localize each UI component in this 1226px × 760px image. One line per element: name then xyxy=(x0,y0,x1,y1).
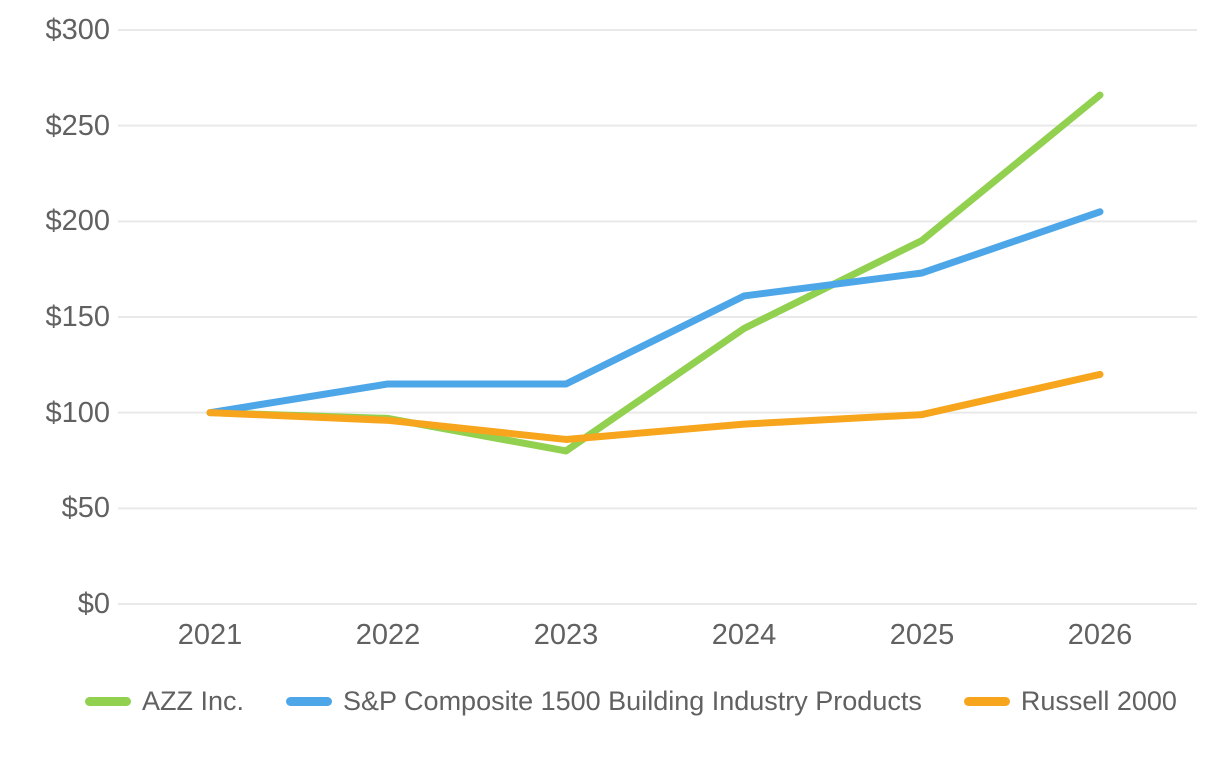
legend-item-russell-2000: Russell 2000 xyxy=(963,686,1177,717)
x-tick-label: 2024 xyxy=(711,619,777,651)
gridlines xyxy=(118,29,1197,605)
y-tick-label: $200 xyxy=(45,205,110,238)
series-line-s-p-composite-1500-building-industry-products xyxy=(206,208,1104,417)
legend-label-azz-inc: AZZ Inc. xyxy=(142,686,245,716)
series-line-azz-inc xyxy=(206,91,1104,455)
y-tick-label: $150 xyxy=(45,301,110,333)
chart-legend: AZZ Inc. S&P Composite 1500 Building Ind… xyxy=(85,686,1177,717)
y-tick-label: $100 xyxy=(45,396,110,429)
y-tick-label: $300 xyxy=(45,14,110,46)
legend-swatch-azz-inc xyxy=(85,697,131,706)
y-tick-label: $50 xyxy=(61,492,110,525)
x-tick-label: 2022 xyxy=(355,619,421,651)
y-tick-label: $0 xyxy=(77,588,110,620)
series-lines xyxy=(206,91,1104,455)
x-tick-label: 2025 xyxy=(889,619,955,651)
y-tick-label: $250 xyxy=(45,109,110,142)
series-line-russell-2000 xyxy=(206,370,1104,443)
legend-item-sp-composite-1500: S&P Composite 1500 Building Industry Pro… xyxy=(286,686,922,717)
legend-label-russell-2000: Russell 2000 xyxy=(1020,686,1177,716)
legend-swatch-russell-2000 xyxy=(963,697,1010,706)
x-tick-label: 2026 xyxy=(1067,619,1133,651)
legend-item-azz-inc: AZZ Inc. xyxy=(85,686,244,717)
legend-label-sp-composite-1500: S&P Composite 1500 Building Industry Pro… xyxy=(343,686,922,716)
x-tick-label: 2023 xyxy=(533,619,599,651)
x-tick-label: 2021 xyxy=(177,619,243,651)
legend-swatch-sp-composite-1500 xyxy=(286,697,333,706)
